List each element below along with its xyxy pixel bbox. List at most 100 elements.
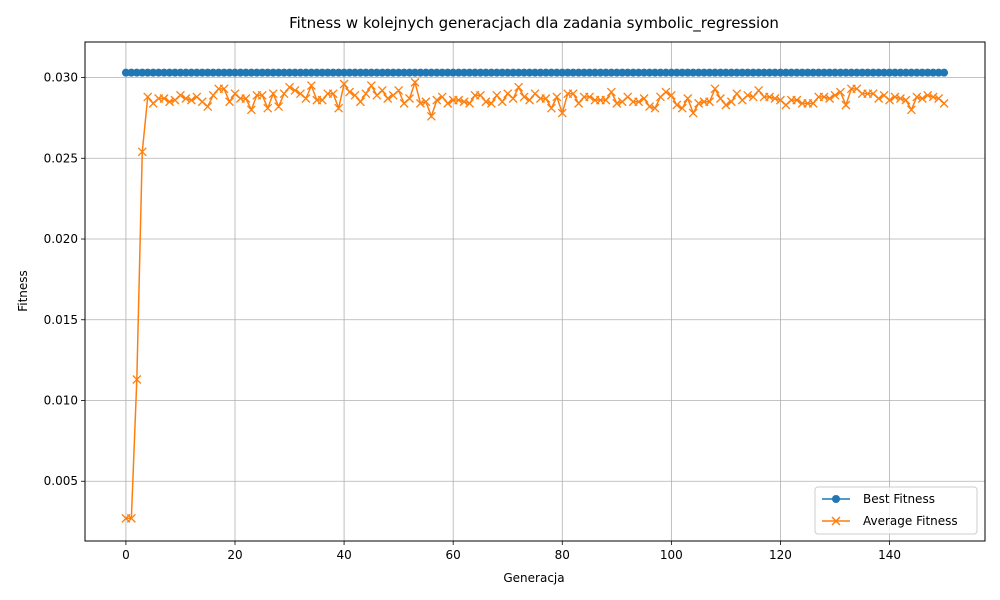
- average-fitness-point: [492, 90, 502, 100]
- average-fitness-point: [710, 84, 720, 94]
- average-fitness-point: [175, 90, 185, 100]
- x-axis-label: Generacja: [503, 571, 564, 585]
- average-fitness-point: [290, 85, 300, 95]
- average-fitness-point: [748, 92, 758, 102]
- average-fitness-point: [405, 94, 415, 103]
- average-fitness-point: [137, 147, 147, 157]
- legend-label-average: Average Fitness: [863, 514, 958, 528]
- x-tick-label: 140: [878, 548, 901, 562]
- average-fitness-point: [410, 77, 420, 87]
- average-fitness-point: [181, 94, 191, 103]
- average-fitness-point: [394, 85, 404, 95]
- average-fitness-point: [661, 87, 671, 97]
- average-fitness-point: [672, 100, 682, 110]
- average-fitness-point: [677, 103, 687, 113]
- average-fitness-point: [835, 87, 845, 97]
- average-fitness-point: [465, 98, 475, 108]
- y-tick-label: 0.005: [44, 474, 78, 488]
- average-fitness-point: [612, 98, 622, 108]
- average-fitness-point: [486, 98, 496, 108]
- average-fitness-point: [508, 94, 518, 103]
- average-fitness-point: [459, 97, 469, 107]
- average-fitness-point: [454, 95, 464, 105]
- average-fitness-point: [808, 98, 818, 108]
- average-fitness-point: [688, 108, 698, 118]
- legend-label-best: Best Fitness: [863, 492, 935, 506]
- average-fitness-point: [601, 95, 611, 105]
- average-fitness-point: [830, 90, 840, 100]
- y-axis-ticks: 0.005 0.010 0.015 0.020 0.025 0.030: [44, 71, 85, 488]
- average-fitness-point: [143, 92, 153, 102]
- average-fitness-point: [694, 98, 704, 108]
- y-tick-label: 0.015: [44, 313, 78, 327]
- average-fitness-point: [339, 79, 349, 89]
- average-fitness-point: [923, 90, 933, 100]
- average-fitness-point: [792, 95, 802, 105]
- x-tick-label: 0: [122, 548, 130, 562]
- average-fitness-point: [606, 87, 616, 97]
- average-fitness-point: [765, 92, 775, 102]
- average-fitness-point: [514, 82, 524, 92]
- average-fitness-point: [426, 111, 436, 121]
- average-fitness-point: [328, 89, 338, 99]
- average-fitness-point: [546, 103, 556, 113]
- average-fitness-point: [437, 92, 447, 102]
- average-fitness-point: [241, 94, 251, 103]
- average-fitness-point: [939, 98, 949, 108]
- x-tick-label: 60: [446, 548, 461, 562]
- average-fitness-point: [366, 81, 376, 91]
- average-fitness-point: [819, 92, 829, 102]
- average-fitness-point: [263, 103, 273, 113]
- average-fitness-point: [906, 105, 916, 115]
- average-fitness-point: [334, 103, 344, 113]
- average-fitness-point: [126, 513, 136, 523]
- y-tick-label: 0.010: [44, 394, 78, 408]
- average-fitness-point: [186, 95, 196, 105]
- average-fitness-point: [912, 92, 922, 102]
- average-fitness-point: [355, 97, 365, 107]
- best-fitness-point: [940, 68, 949, 77]
- average-fitness-point: [715, 94, 725, 103]
- grid-lines: [85, 42, 985, 541]
- average-fitness-point: [383, 94, 393, 103]
- average-fitness-point: [361, 89, 371, 99]
- average-fitness-point: [219, 84, 229, 94]
- average-fitness-point: [874, 94, 884, 103]
- average-fitness-point: [208, 90, 218, 100]
- average-fitness-point: [274, 102, 284, 112]
- chart-title: Fitness w kolejnych generacjach dla zada…: [289, 14, 779, 33]
- average-fitness-point: [645, 102, 655, 112]
- average-fitness-point: [650, 103, 660, 113]
- average-fitness-point: [770, 94, 780, 103]
- average-fitness-point: [497, 97, 507, 107]
- average-fitness-point: [301, 94, 311, 103]
- average-fitness-point: [541, 94, 551, 103]
- y-tick-label: 0.030: [44, 71, 78, 85]
- average-fitness-point: [917, 94, 927, 103]
- average-fitness-point: [132, 375, 142, 384]
- legend-box: [814, 486, 978, 535]
- average-fitness-point: [246, 105, 256, 115]
- average-fitness-point: [519, 92, 529, 102]
- x-tick-label: 100: [660, 548, 683, 562]
- average-fitness-point: [890, 92, 900, 102]
- average-fitness-point: [557, 108, 567, 118]
- x-tick-label: 120: [769, 548, 792, 562]
- average-fitness-point: [268, 89, 278, 99]
- y-tick-label: 0.025: [44, 151, 78, 165]
- average-fitness-point: [901, 95, 911, 105]
- plot-frame: [84, 41, 986, 542]
- average-fitness-point: [317, 95, 327, 105]
- average-fitness-point: [415, 98, 425, 108]
- average-fitness-point: [885, 95, 895, 105]
- average-fitness-point: [475, 90, 485, 100]
- average-fitness-point: [525, 95, 535, 105]
- average-fitness-point: [721, 100, 731, 110]
- average-fitness-point: [552, 92, 562, 102]
- average-fitness-point: [732, 89, 742, 99]
- average-fitness-point: [666, 90, 676, 100]
- average-fitness-point: [165, 97, 175, 107]
- legend-marker-best: [832, 495, 840, 503]
- average-fitness-point: [421, 97, 431, 107]
- average-fitness-point: [754, 85, 764, 95]
